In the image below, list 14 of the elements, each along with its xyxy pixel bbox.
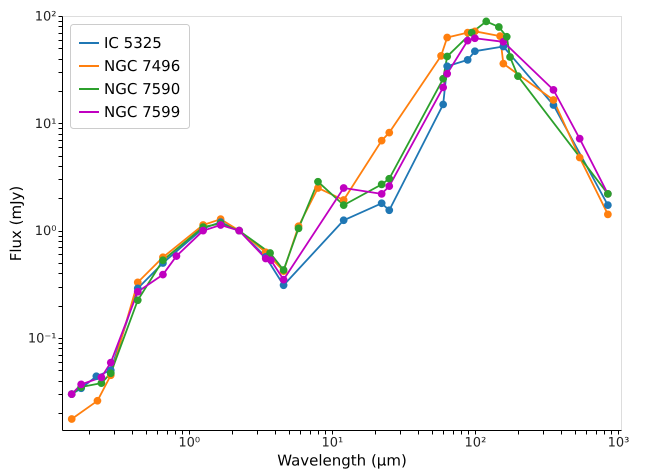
legend-label: NGC 7599 <box>104 103 180 121</box>
y-axis-title: Flux (mJy) <box>6 186 25 262</box>
legend-label: NGC 7590 <box>104 80 180 98</box>
y-tick-label: 10¹ <box>34 116 56 132</box>
x-tick-label: 10² <box>464 436 486 450</box>
y-tick-label: 10² <box>34 10 56 24</box>
x-tick-label: 10³ <box>608 436 630 450</box>
y-tick-label: 10⁰ <box>34 224 56 240</box>
legend-label: NGC 7496 <box>104 57 180 75</box>
x-tick-label: 10⁰ <box>178 436 200 450</box>
y-tick-label: 10⁻¹ <box>28 332 56 347</box>
x-tick-label: 10¹ <box>321 436 344 450</box>
x-axis-title: Wavelength (μm) <box>277 452 407 470</box>
legend-label: IC 5325 <box>104 34 162 52</box>
